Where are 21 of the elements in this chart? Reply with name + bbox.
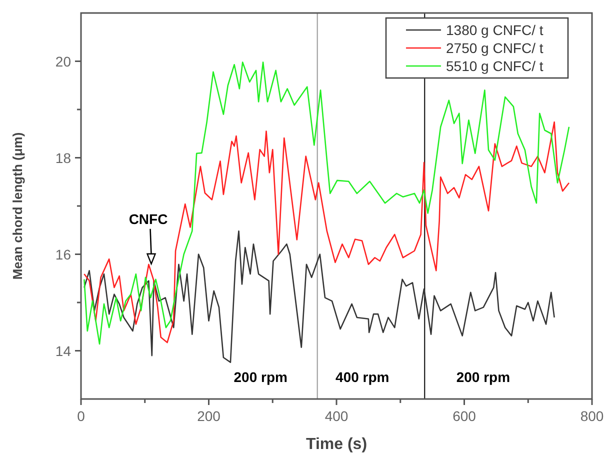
annotation: 200 rpm xyxy=(456,369,510,385)
x-tick-label: 600 xyxy=(452,408,476,424)
x-tick-label: 200 xyxy=(197,408,221,424)
legend-label: 5510 g CNFC/ t xyxy=(446,58,544,74)
y-tick-label: 14 xyxy=(55,342,72,359)
legend-label: 1380 g CNFC/ t xyxy=(446,22,544,38)
legend-label: 2750 g CNFC/ t xyxy=(446,40,544,56)
line-series xyxy=(84,121,570,344)
line-series xyxy=(84,62,570,345)
x-axis-title: Time (s) xyxy=(306,436,368,453)
y-tick-label: 16 xyxy=(55,246,72,262)
annotation: 400 rpm xyxy=(336,369,390,385)
annotation: CNFC xyxy=(128,210,168,227)
y-tick-label: 18 xyxy=(55,150,72,166)
y-tick-label: 20 xyxy=(55,53,72,70)
annotation: 200 rpm xyxy=(234,369,288,385)
line-series xyxy=(84,230,555,363)
y-axis-title: Mean chord length (μm) xyxy=(10,132,25,280)
x-tick-label: 400 xyxy=(324,408,348,424)
x-tick-label: 0 xyxy=(77,408,86,424)
x-tick-label: 800 xyxy=(580,408,604,424)
